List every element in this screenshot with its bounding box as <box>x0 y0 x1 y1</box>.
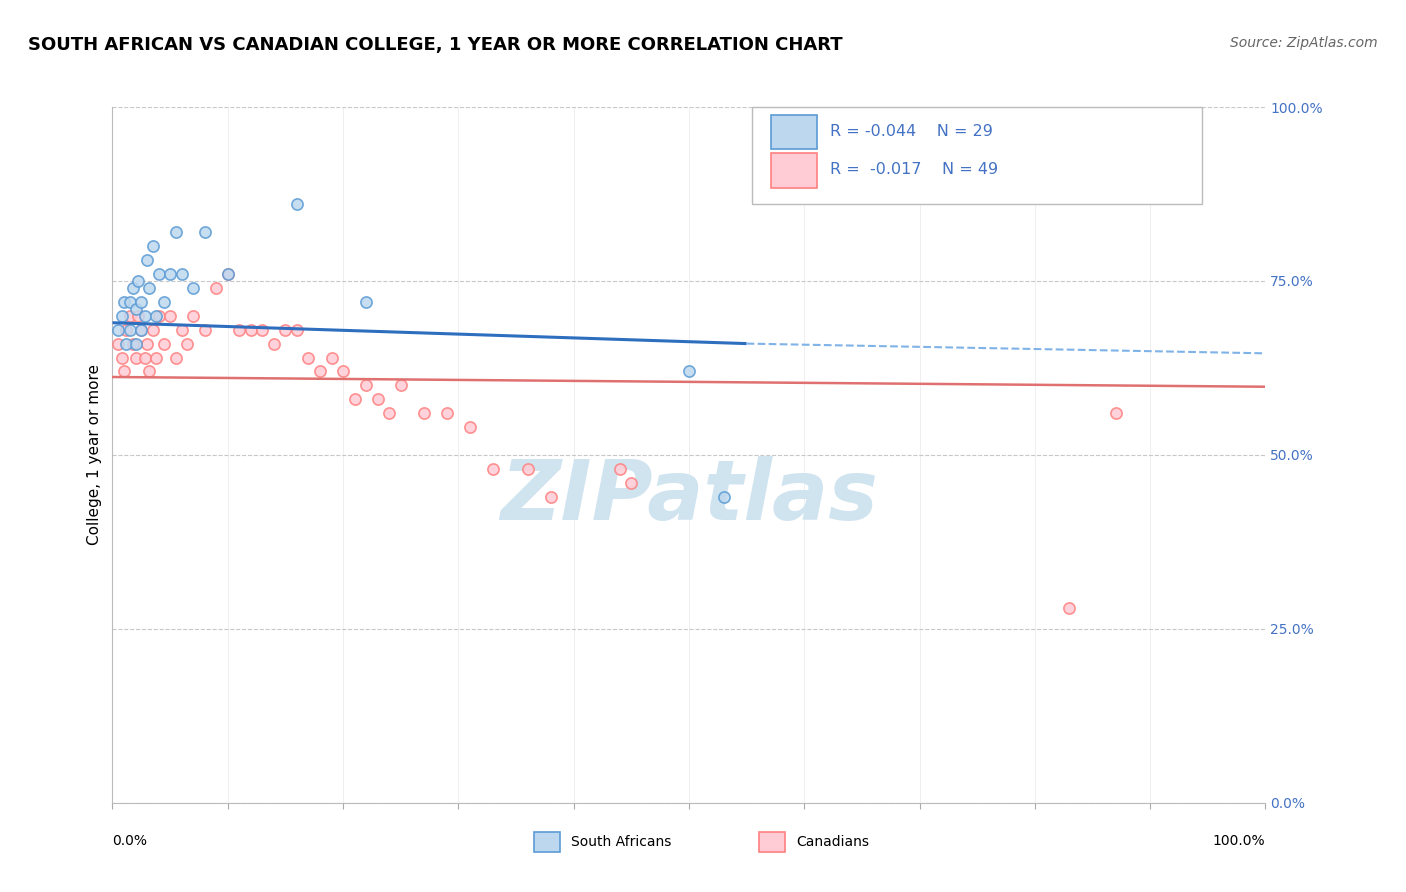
Point <box>239 323 262 337</box>
Point <box>609 462 631 476</box>
Point <box>122 281 145 295</box>
Point <box>159 267 181 281</box>
Point <box>138 281 160 295</box>
Text: Source: ZipAtlas.com: Source: ZipAtlas.com <box>1230 36 1378 50</box>
Point <box>285 197 308 211</box>
Point <box>378 406 401 420</box>
Text: 0.0%: 0.0% <box>112 833 148 847</box>
Point <box>153 336 176 351</box>
Point <box>332 364 354 378</box>
Point <box>343 392 366 407</box>
Point <box>516 462 538 476</box>
FancyBboxPatch shape <box>770 115 817 150</box>
Point <box>134 351 156 365</box>
Point <box>138 364 160 378</box>
Point <box>176 336 198 351</box>
Point <box>194 323 217 337</box>
FancyBboxPatch shape <box>770 153 817 187</box>
Point <box>165 351 187 365</box>
Point <box>540 490 562 504</box>
Text: SOUTH AFRICAN VS CANADIAN COLLEGE, 1 YEAR OR MORE CORRELATION CHART: SOUTH AFRICAN VS CANADIAN COLLEGE, 1 YEA… <box>28 36 842 54</box>
Point <box>436 406 458 420</box>
Point <box>354 294 377 309</box>
Point <box>713 490 735 504</box>
Point <box>111 309 134 323</box>
Point <box>145 309 167 323</box>
Point <box>118 309 141 323</box>
Point <box>148 309 170 323</box>
Point <box>170 267 193 281</box>
Text: Canadians: Canadians <box>796 835 869 849</box>
Point <box>136 336 159 351</box>
Point <box>389 378 412 392</box>
Point <box>129 323 153 337</box>
Point <box>112 364 135 378</box>
Point <box>217 267 239 281</box>
Point <box>115 336 138 351</box>
Point <box>127 274 149 288</box>
Point <box>111 351 134 365</box>
Point <box>170 323 193 337</box>
Point <box>1059 601 1081 615</box>
Point <box>274 323 297 337</box>
Point <box>122 336 145 351</box>
Point <box>321 351 343 365</box>
Text: R =  -0.017    N = 49: R = -0.017 N = 49 <box>830 162 998 178</box>
Point <box>142 239 165 253</box>
Point <box>205 281 228 295</box>
Point <box>263 336 285 351</box>
FancyBboxPatch shape <box>752 107 1202 204</box>
Point <box>367 392 389 407</box>
Point <box>181 309 204 323</box>
Point <box>115 323 138 337</box>
Point <box>153 294 176 309</box>
Bar <box>759 832 785 852</box>
Point <box>118 294 141 309</box>
Point <box>309 364 332 378</box>
Point <box>354 378 377 392</box>
Point <box>165 225 187 239</box>
Point <box>124 301 146 316</box>
Point <box>678 364 700 378</box>
Point <box>620 475 643 490</box>
Point <box>134 309 156 323</box>
Point <box>127 309 149 323</box>
Point <box>458 420 481 434</box>
Y-axis label: College, 1 year or more: College, 1 year or more <box>87 365 103 545</box>
Point <box>142 323 165 337</box>
Point <box>181 281 204 295</box>
Bar <box>534 832 560 852</box>
Point <box>217 267 239 281</box>
Point <box>145 351 167 365</box>
Point <box>285 323 308 337</box>
Point <box>194 225 217 239</box>
Point <box>107 323 129 337</box>
Point <box>159 309 181 323</box>
Point <box>252 323 274 337</box>
Point <box>124 351 146 365</box>
Point <box>148 267 170 281</box>
Point <box>129 294 153 309</box>
Point <box>107 336 129 351</box>
Point <box>412 406 434 420</box>
Point <box>118 323 141 337</box>
Point <box>112 294 135 309</box>
Point <box>297 351 319 365</box>
Point <box>228 323 250 337</box>
Text: R = -0.044    N = 29: R = -0.044 N = 29 <box>830 124 993 139</box>
Point <box>124 336 146 351</box>
Point <box>1104 406 1126 420</box>
Text: 100.0%: 100.0% <box>1213 833 1265 847</box>
Point <box>129 323 153 337</box>
Text: ZIPatlas: ZIPatlas <box>501 456 877 537</box>
Point <box>136 253 159 268</box>
Text: South Africans: South Africans <box>571 835 671 849</box>
Point <box>482 462 505 476</box>
